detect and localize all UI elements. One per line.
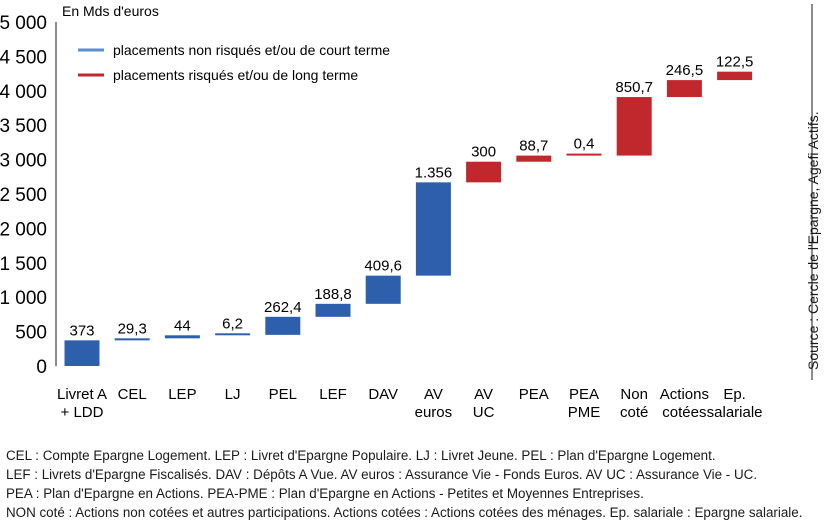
y-tick-label: 2 000 <box>0 219 47 240</box>
bar <box>616 97 652 156</box>
category-label: Non <box>620 386 648 403</box>
legend: placements non risqués et/ou de court te… <box>78 42 390 83</box>
y-tick-label: 2 500 <box>0 185 47 206</box>
bar <box>164 335 200 339</box>
note-line: NON coté : Actions non cotées et autres … <box>6 505 803 520</box>
category-label: DAV <box>368 386 398 403</box>
bars <box>64 71 753 366</box>
bar <box>215 333 251 336</box>
bar <box>415 182 451 276</box>
y-tick-label: 0 <box>36 357 47 378</box>
y-tick-label: 500 <box>15 323 47 344</box>
category-label: coté <box>620 404 648 421</box>
value-labels: 373 29,3 44 6,2 262,4 188,8 409,6 1.356 300 88,7 0… <box>69 54 753 340</box>
category-label: PEA <box>519 386 549 403</box>
value-label: 188,8 <box>314 286 352 303</box>
category-label: PEA <box>569 386 599 403</box>
source-note: Source : Cercle de l'Epargne, Agefi Acti… <box>805 111 821 370</box>
note-line: LEF : Livrets d'Epargne Fiscalisés. DAV … <box>6 467 758 482</box>
category-label: Livret A <box>57 386 107 403</box>
y-tick-label: 5 000 <box>0 13 47 34</box>
bar <box>566 153 602 156</box>
value-label: 850,7 <box>615 79 653 96</box>
y-tick-label: 1 000 <box>0 288 47 309</box>
category-label: LEF <box>319 386 347 403</box>
bar <box>365 275 401 304</box>
y-tick-label: 3 500 <box>0 116 47 137</box>
category-label: UC <box>473 404 495 421</box>
bar <box>64 340 100 366</box>
category-label: PME <box>568 404 601 421</box>
legend-label-risque: placements risqués et/ou de long terme <box>113 67 358 83</box>
value-label: 0,4 <box>574 136 595 153</box>
value-label: 409,6 <box>364 258 402 275</box>
note-line: CEL : Compte Epargne Logement. LEP : Liv… <box>6 448 716 463</box>
category-label: cotées <box>662 404 706 421</box>
value-label: 300 <box>471 144 496 161</box>
abbreviation-notes: CEL : Compte Epargne Logement. LEP : Liv… <box>6 446 836 522</box>
category-label: PEL <box>269 386 297 403</box>
value-label: 29,3 <box>118 320 147 337</box>
value-label: 44 <box>174 317 191 334</box>
category-label: AV <box>474 386 493 403</box>
category-label: + LDD <box>61 404 104 421</box>
bar <box>315 303 351 317</box>
y-tick-label: 1 500 <box>0 254 47 275</box>
category-label: Ep. <box>723 386 746 403</box>
unit-label: En Mds d'euros <box>62 3 159 19</box>
category-label: Actions <box>660 386 709 403</box>
value-label: 88,7 <box>519 138 548 155</box>
category-label: LJ <box>225 386 241 403</box>
value-label: 373 <box>69 322 94 339</box>
value-label: 6,2 <box>222 315 243 332</box>
category-label: CEL <box>118 386 147 403</box>
bar <box>516 155 552 162</box>
value-label: 1.356 <box>415 164 453 181</box>
y-tick-labels: 5 000 4 500 4 000 3 500 3 000 2 500 2 000 1 500… <box>0 13 47 378</box>
waterfall-chart: En Mds d'euros 5 000 4 500 4 000 3 500 3 000… <box>0 3 813 421</box>
category-label: LEP <box>168 386 196 403</box>
value-label: 122,5 <box>716 54 754 71</box>
y-tick-label: 4 000 <box>0 82 47 103</box>
bar <box>265 316 301 335</box>
y-tick-label: 3 000 <box>0 151 47 172</box>
value-label: 262,4 <box>264 299 302 316</box>
y-tick-label: 4 500 <box>0 47 47 68</box>
category-label: AV <box>424 386 443 403</box>
note-line: PEA : Plan d'Epargne en Actions. PEA-PME… <box>6 486 644 501</box>
value-label: 246,5 <box>666 62 704 79</box>
bar <box>666 80 702 98</box>
category-label: salariale <box>707 404 763 421</box>
bar <box>114 338 150 341</box>
legend-label-non-risque: placements non risqués et/ou de court te… <box>113 42 390 58</box>
bar <box>717 71 753 81</box>
bar <box>466 161 502 183</box>
category-label: euros <box>415 404 453 421</box>
